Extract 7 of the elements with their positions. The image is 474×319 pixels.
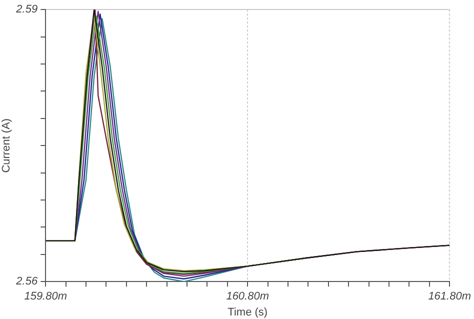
y-axis-title: Current (A) xyxy=(0,118,13,173)
y-tick-label: 2.56 xyxy=(15,276,38,288)
x-tick-label: 161.80m xyxy=(428,290,471,302)
x-tick-label: 160.80m xyxy=(226,290,270,302)
x-axis-title: Time (s) xyxy=(228,306,268,318)
y-tick-label: 2.59 xyxy=(15,4,38,16)
x-tick-label: 159.80m xyxy=(24,290,68,302)
